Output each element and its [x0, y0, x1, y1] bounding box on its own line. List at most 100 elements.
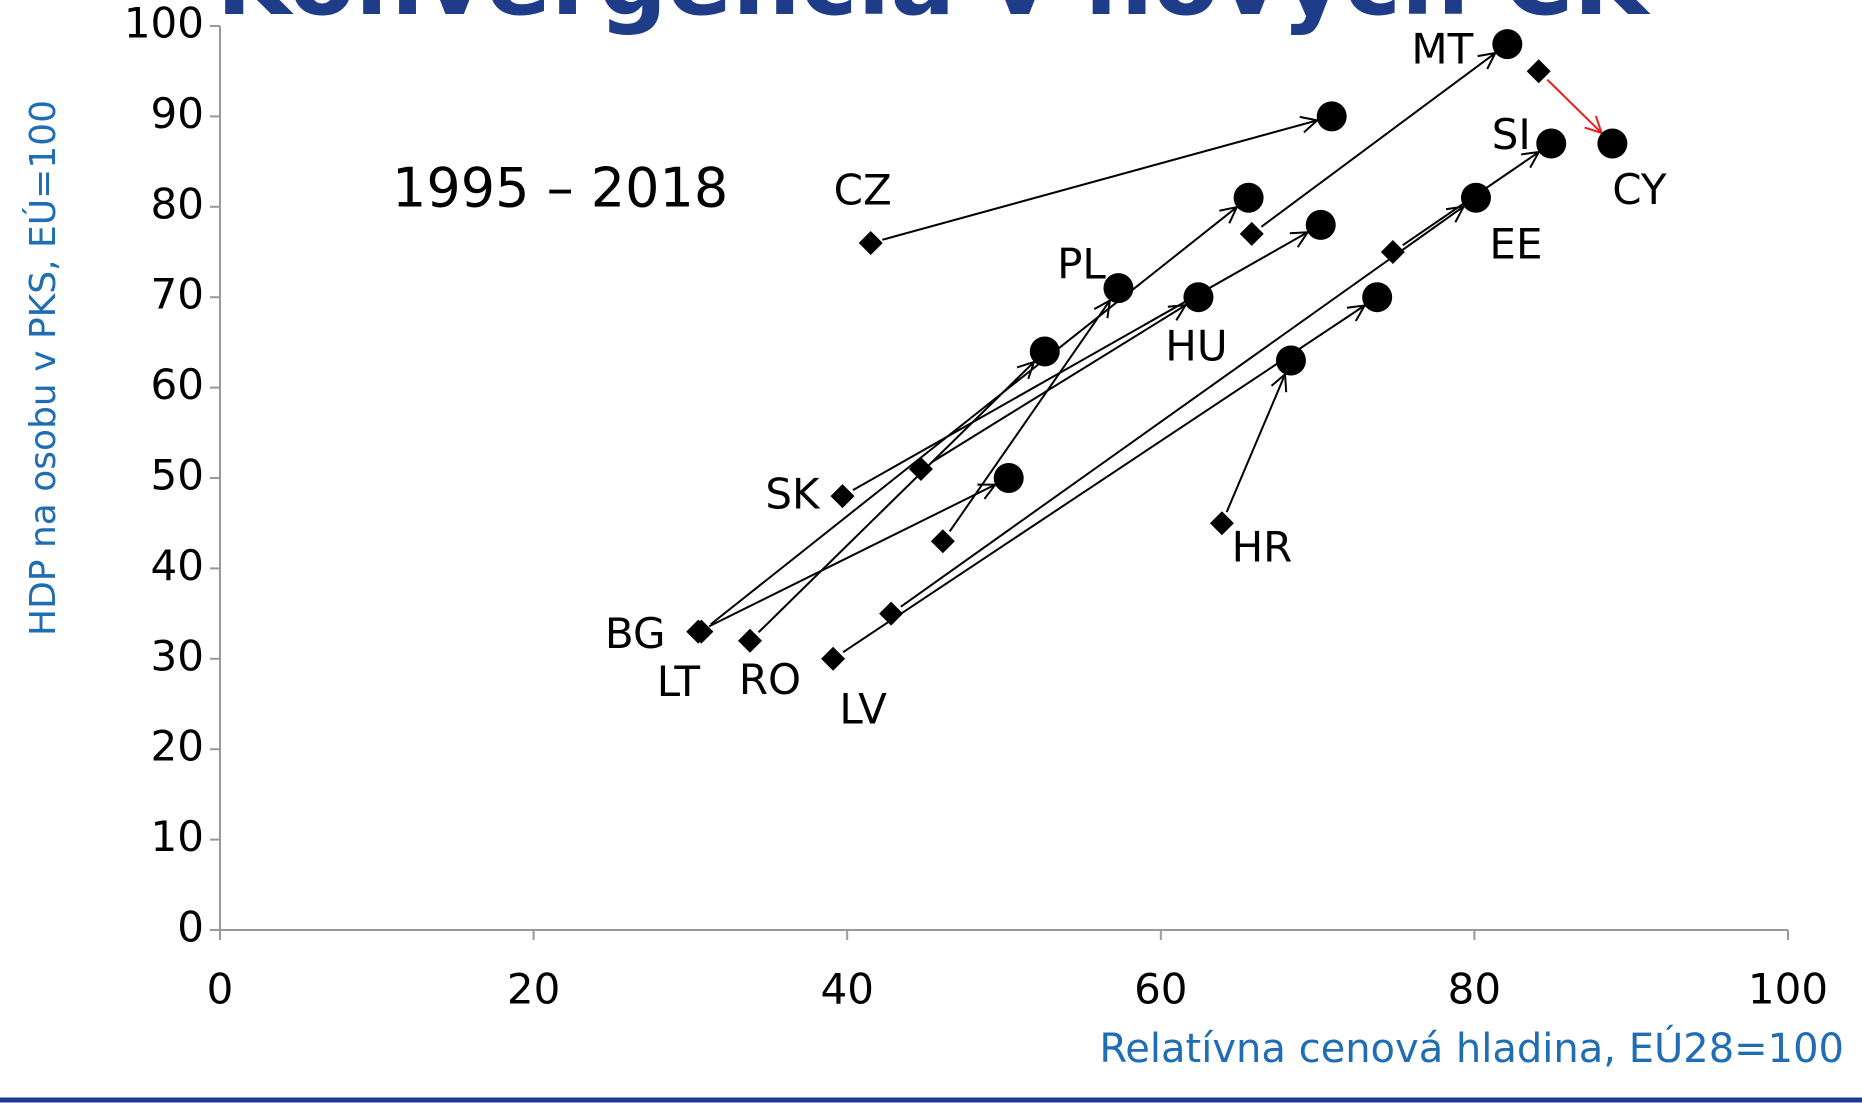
- start-marker: [689, 619, 714, 644]
- arrow-stroke: [1454, 205, 1465, 223]
- y-axis-label: HDP na osobu v PKS, EÚ=100: [22, 100, 64, 636]
- y-tick-label: 30: [151, 631, 204, 680]
- arrow: [708, 483, 997, 628]
- arrow-stroke: [710, 206, 1238, 626]
- arrow-stroke: [1477, 52, 1496, 58]
- start-marker: [908, 456, 933, 481]
- start-marker: [879, 601, 904, 626]
- end-marker: [1362, 282, 1393, 313]
- country-label: SK: [765, 470, 821, 519]
- end-marker: [1275, 345, 1306, 376]
- end-marker: [1029, 336, 1060, 367]
- start-marker: [858, 230, 883, 255]
- arrow-stroke: [1346, 304, 1365, 309]
- x-tick-label: 60: [1134, 965, 1187, 1014]
- arrow-stroke: [852, 231, 1309, 492]
- y-tick-label: 10: [151, 812, 204, 861]
- arrow-stroke: [1303, 119, 1318, 134]
- y-tick-label: 90: [151, 89, 204, 138]
- arrow-stroke: [1175, 304, 1187, 321]
- y-tick-label: 100: [124, 0, 204, 48]
- end-marker: [1305, 209, 1336, 240]
- start-marker: [1209, 511, 1234, 536]
- arrow-stroke: [757, 361, 1035, 634]
- y-tick-label: 70: [151, 270, 204, 319]
- arrow-stroke: [1270, 373, 1286, 387]
- start-marker: [1239, 221, 1264, 246]
- start-marker: [830, 484, 855, 509]
- arrow-stroke: [930, 304, 1187, 464]
- x-tick-label: 80: [1448, 965, 1501, 1014]
- country-label: LT: [657, 657, 701, 706]
- arrow: [900, 205, 1465, 608]
- arrow-stroke: [708, 483, 996, 628]
- x-tick-label: 0: [207, 965, 234, 1014]
- country-label: RO: [739, 655, 801, 704]
- y-tick-label: 0: [177, 903, 204, 952]
- x-tick-label: 40: [820, 965, 873, 1014]
- y-tick-label: 40: [151, 541, 204, 590]
- arrow-stroke: [1445, 205, 1464, 211]
- arrow-stroke: [1546, 78, 1603, 134]
- arrow-stroke: [1289, 231, 1308, 235]
- country-label: CY: [1612, 165, 1667, 214]
- arrow: [1225, 373, 1288, 513]
- x-axis-label: Relatívna cenová hladina, EÚ28=100: [1099, 1024, 1844, 1072]
- arrow-stroke: [1225, 373, 1287, 513]
- arrow-stroke: [1016, 360, 1035, 369]
- arrow-stroke: [1486, 52, 1497, 70]
- y-tick-label: 50: [151, 451, 204, 500]
- arrow-stroke: [900, 205, 1465, 608]
- start-marker: [737, 628, 762, 653]
- end-marker: [1316, 101, 1347, 132]
- subtitle: 1995 – 2018: [392, 157, 728, 220]
- start-marker: [1526, 59, 1551, 84]
- arrow-stroke: [1529, 151, 1540, 169]
- arrow-stroke: [1260, 52, 1496, 228]
- arrow-stroke: [1296, 231, 1309, 248]
- arrow: [757, 360, 1036, 634]
- y-tick-label: 60: [151, 360, 204, 409]
- arrow-stroke: [1299, 115, 1318, 122]
- country-label: HU: [1165, 322, 1227, 371]
- arrow-stroke: [1027, 361, 1036, 380]
- country-label: BG: [605, 609, 666, 658]
- country-label: LV: [839, 684, 887, 733]
- arrow-stroke: [1594, 115, 1603, 134]
- arrow-stroke: [1219, 206, 1238, 212]
- arrow-stroke: [1093, 299, 1111, 310]
- end-marker: [1233, 182, 1264, 213]
- country-label: SI: [1492, 110, 1531, 159]
- arrow: [1546, 78, 1603, 134]
- arrow-stroke: [1284, 374, 1288, 393]
- arrow: [1260, 52, 1497, 228]
- country-label: EE: [1489, 219, 1542, 268]
- start-marker: [821, 646, 846, 671]
- y-tick-label: 80: [151, 179, 204, 228]
- arrow: [852, 231, 1309, 492]
- arrow: [882, 115, 1318, 241]
- end-marker: [1460, 182, 1491, 213]
- country-label: MT: [1411, 25, 1473, 74]
- end-marker: [1103, 273, 1134, 304]
- arrow-stroke: [1584, 126, 1602, 134]
- arrow: [930, 304, 1187, 464]
- end-marker: [993, 463, 1024, 493]
- arrow-stroke: [1228, 206, 1238, 224]
- arrow-stroke: [983, 484, 997, 500]
- y-tick-label: 20: [151, 722, 204, 771]
- x-tick-label: 20: [507, 965, 560, 1014]
- arrow-stroke: [1520, 151, 1539, 156]
- end-marker: [1492, 29, 1523, 60]
- arrow-stroke: [1354, 305, 1366, 322]
- country-label: CZ: [834, 165, 892, 214]
- chart-title: Konvergencia v nových ČK: [216, 0, 1651, 37]
- start-marker: [1380, 240, 1405, 264]
- x-tick-label: 100: [1748, 965, 1828, 1014]
- country-label: HR: [1232, 523, 1293, 572]
- end-marker: [1536, 128, 1567, 159]
- country-label: PL: [1057, 240, 1106, 289]
- start-marker: [930, 529, 955, 554]
